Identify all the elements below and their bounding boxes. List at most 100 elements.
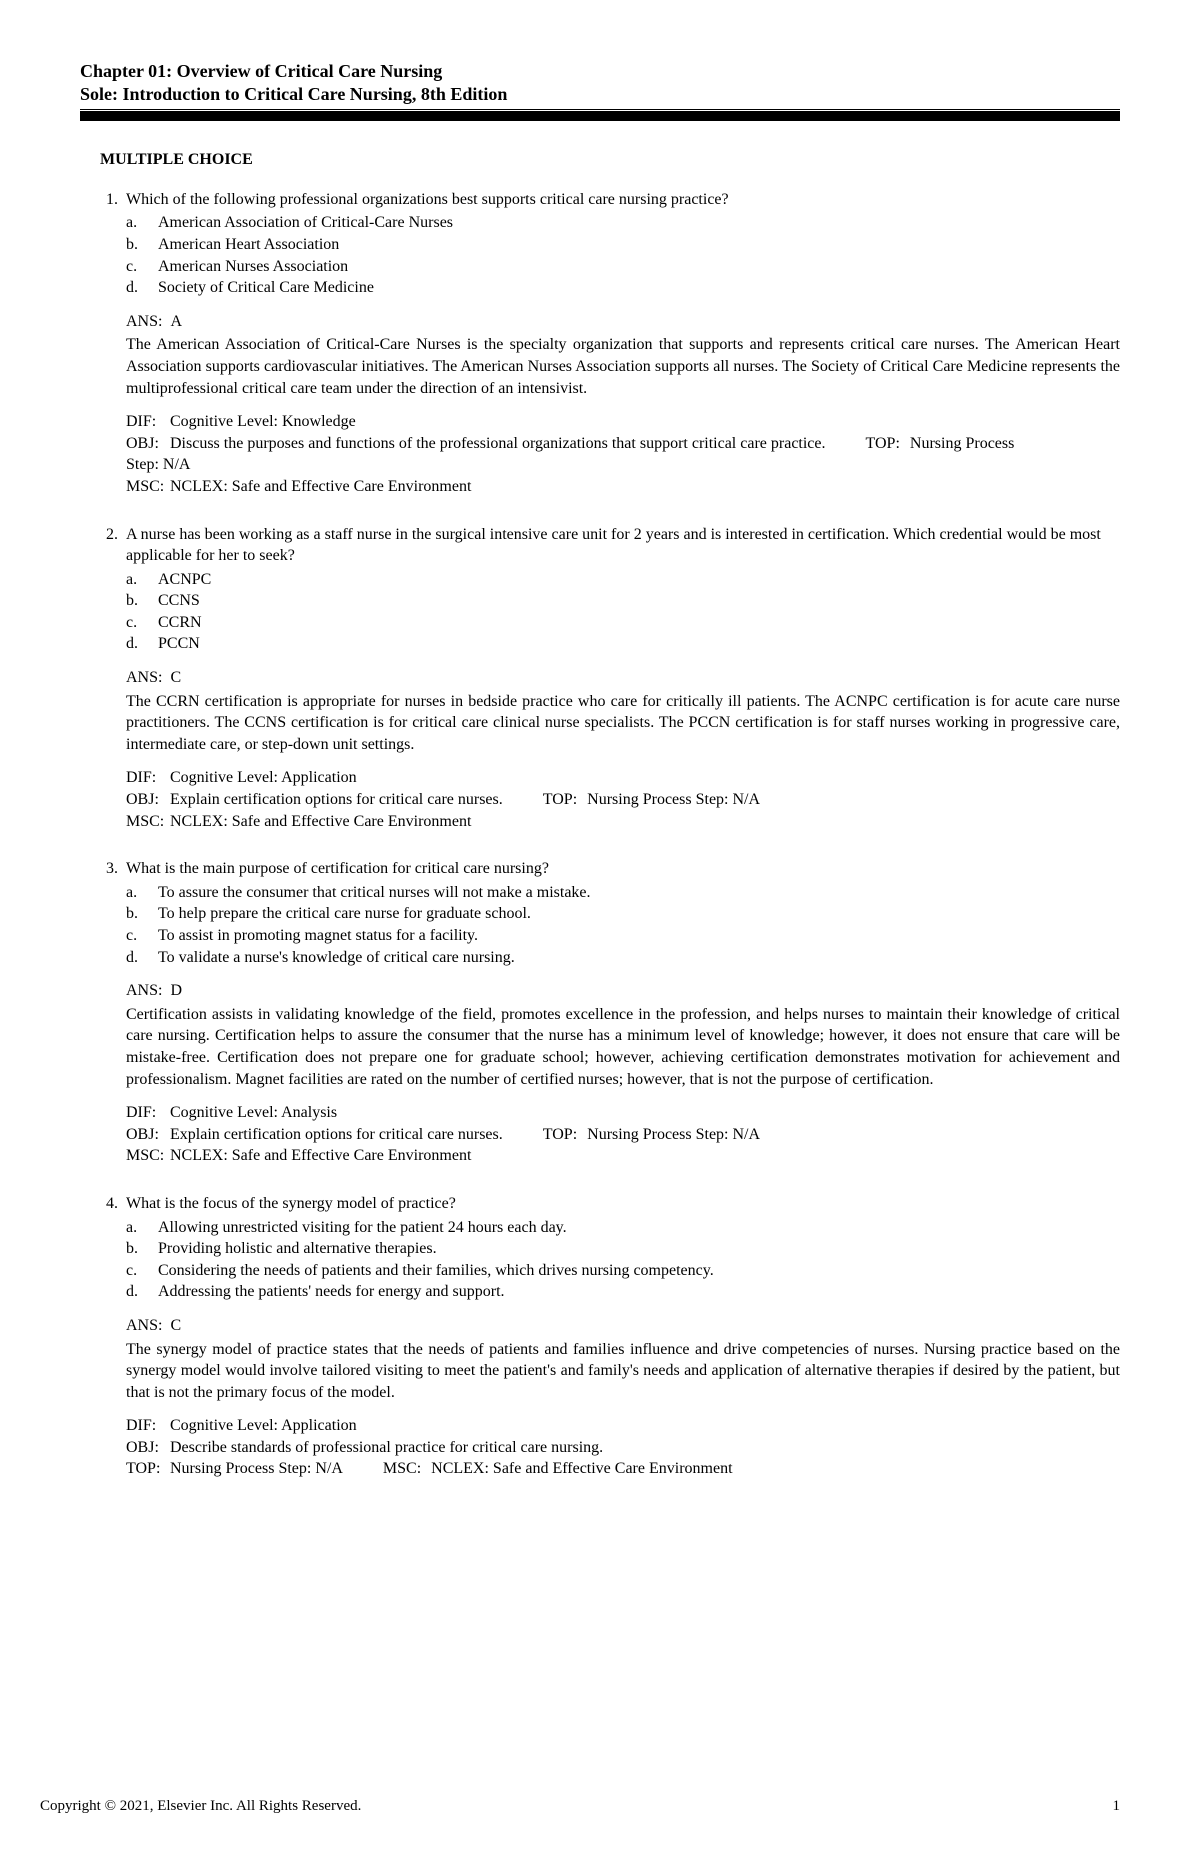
answer-value: C bbox=[170, 669, 181, 686]
question-text: Which of the following professional orga… bbox=[126, 189, 1120, 211]
answer-label: ANS: bbox=[126, 313, 170, 330]
option-letter: b. bbox=[126, 1238, 158, 1260]
question-block: 1.Which of the following professional or… bbox=[100, 189, 1120, 498]
option-text: American Heart Association bbox=[158, 234, 1120, 256]
meta-line: DIF:Cognitive Level: Application bbox=[126, 767, 1120, 789]
meta-value: Cognitive Level: Analysis bbox=[170, 1102, 337, 1124]
question-row: 1.Which of the following professional or… bbox=[100, 189, 1120, 211]
question-row: 4.What is the focus of the synergy model… bbox=[100, 1193, 1120, 1215]
option-row: a.Allowing unrestricted visiting for the… bbox=[126, 1217, 1120, 1239]
meta-key: TOP: bbox=[126, 1458, 170, 1480]
meta-value: Nursing Process Step: N/A bbox=[170, 1458, 343, 1480]
answer-line: ANS: C bbox=[126, 1315, 1120, 1337]
answer-block: ANS: AThe American Association of Critic… bbox=[126, 311, 1120, 399]
option-letter: b. bbox=[126, 590, 158, 612]
explanation-text: The American Association of Critical-Car… bbox=[126, 334, 1120, 399]
option-letter: c. bbox=[126, 1260, 158, 1282]
option-text: Society of Critical Care Medicine bbox=[158, 277, 1120, 299]
option-text: Considering the needs of patients and th… bbox=[158, 1260, 1120, 1282]
options-list: a.ACNPCb.CCNSc.CCRNd.PCCN bbox=[126, 569, 1120, 655]
option-letter: c. bbox=[126, 925, 158, 947]
option-row: c.Considering the needs of patients and … bbox=[126, 1260, 1120, 1282]
meta-line: OBJ:Explain certification options for cr… bbox=[126, 1124, 1120, 1146]
option-text: American Nurses Association bbox=[158, 256, 1120, 278]
meta-line: Step: N/A bbox=[126, 454, 1120, 476]
meta-key: TOP: bbox=[543, 1124, 577, 1146]
question-text: A nurse has been working as a staff nurs… bbox=[126, 524, 1120, 567]
answer-line: ANS: C bbox=[126, 667, 1120, 689]
option-text: American Association of Critical-Care Nu… bbox=[158, 212, 1120, 234]
meta-key: DIF: bbox=[126, 767, 170, 789]
meta-value: Explain certification options for critic… bbox=[170, 789, 503, 811]
option-text: To assist in promoting magnet status for… bbox=[158, 925, 1120, 947]
option-letter: c. bbox=[126, 256, 158, 278]
meta-value: Nursing Process bbox=[910, 433, 1014, 455]
meta-block: DIF:Cognitive Level: KnowledgeOBJ:Discus… bbox=[126, 411, 1120, 497]
option-row: b.American Heart Association bbox=[126, 234, 1120, 256]
option-letter: a. bbox=[126, 212, 158, 234]
answer-line: ANS: A bbox=[126, 311, 1120, 333]
option-row: d.PCCN bbox=[126, 633, 1120, 655]
option-letter: b. bbox=[126, 903, 158, 925]
option-text: Addressing the patients' needs for energ… bbox=[158, 1281, 1120, 1303]
question-number: 4. bbox=[100, 1193, 126, 1215]
option-row: d.Society of Critical Care Medicine bbox=[126, 277, 1120, 299]
meta-line: MSC:NCLEX: Safe and Effective Care Envir… bbox=[126, 476, 1120, 498]
meta-line: OBJ:Describe standards of professional p… bbox=[126, 1437, 1120, 1459]
meta-block: DIF:Cognitive Level: AnalysisOBJ:Explain… bbox=[126, 1102, 1120, 1167]
explanation-text: The synergy model of practice states tha… bbox=[126, 1339, 1120, 1404]
option-row: a.ACNPC bbox=[126, 569, 1120, 591]
answer-label: ANS: bbox=[126, 982, 170, 999]
answer-label: ANS: bbox=[126, 669, 170, 686]
meta-value: NCLEX: Safe and Effective Care Environme… bbox=[170, 811, 471, 833]
option-row: c.American Nurses Association bbox=[126, 256, 1120, 278]
question-text: What is the main purpose of certificatio… bbox=[126, 858, 1120, 880]
option-text: ACNPC bbox=[158, 569, 1120, 591]
header-rule bbox=[80, 109, 1120, 110]
book-title: Sole: Introduction to Critical Care Nurs… bbox=[80, 83, 1120, 106]
option-text: To assure the consumer that critical nur… bbox=[158, 882, 1120, 904]
option-text: Allowing unrestricted visiting for the p… bbox=[158, 1217, 1120, 1239]
meta-value: Step: N/A bbox=[126, 454, 190, 476]
question-text: What is the focus of the synergy model o… bbox=[126, 1193, 1120, 1215]
meta-block: DIF:Cognitive Level: ApplicationOBJ:Expl… bbox=[126, 767, 1120, 832]
answer-block: ANS: DCertification assists in validatin… bbox=[126, 980, 1120, 1090]
meta-key: OBJ: bbox=[126, 789, 170, 811]
meta-line: DIF:Cognitive Level: Analysis bbox=[126, 1102, 1120, 1124]
question-block: 3.What is the main purpose of certificat… bbox=[100, 858, 1120, 1167]
meta-block: DIF:Cognitive Level: ApplicationOBJ:Desc… bbox=[126, 1415, 1120, 1480]
answer-block: ANS: CThe synergy model of practice stat… bbox=[126, 1315, 1120, 1403]
option-letter: b. bbox=[126, 234, 158, 256]
meta-key: MSC: bbox=[126, 811, 170, 833]
option-row: b.CCNS bbox=[126, 590, 1120, 612]
questions-container: 1.Which of the following professional or… bbox=[80, 189, 1120, 1480]
meta-line: TOP:Nursing Process Step: N/AMSC:NCLEX: … bbox=[126, 1458, 1120, 1480]
answer-value: A bbox=[170, 313, 182, 330]
option-letter: a. bbox=[126, 569, 158, 591]
meta-value: Nursing Process Step: N/A bbox=[587, 1124, 760, 1146]
question-row: 3.What is the main purpose of certificat… bbox=[100, 858, 1120, 880]
option-letter: c. bbox=[126, 612, 158, 634]
option-row: a.American Association of Critical-Care … bbox=[126, 212, 1120, 234]
meta-value: Discuss the purposes and functions of th… bbox=[170, 433, 826, 455]
explanation-text: The CCRN certification is appropriate fo… bbox=[126, 691, 1120, 756]
meta-value: Explain certification options for critic… bbox=[170, 1124, 503, 1146]
meta-value: Cognitive Level: Application bbox=[170, 767, 357, 789]
meta-key: DIF: bbox=[126, 1415, 170, 1437]
question-number: 1. bbox=[100, 189, 126, 211]
meta-line: DIF:Cognitive Level: Application bbox=[126, 1415, 1120, 1437]
option-letter: d. bbox=[126, 947, 158, 969]
meta-line: MSC:NCLEX: Safe and Effective Care Envir… bbox=[126, 811, 1120, 833]
option-row: d.Addressing the patients' needs for ene… bbox=[126, 1281, 1120, 1303]
meta-key: MSC: bbox=[383, 1458, 421, 1480]
page-header: Chapter 01: Overview of Critical Care Nu… bbox=[80, 60, 1120, 121]
explanation-text: Certification assists in validating know… bbox=[126, 1004, 1120, 1090]
meta-value: Cognitive Level: Application bbox=[170, 1415, 357, 1437]
option-letter: d. bbox=[126, 1281, 158, 1303]
option-letter: d. bbox=[126, 277, 158, 299]
section-heading: MULTIPLE CHOICE bbox=[100, 151, 1120, 169]
meta-value: Cognitive Level: Knowledge bbox=[170, 411, 356, 433]
meta-value: NCLEX: Safe and Effective Care Environme… bbox=[170, 476, 471, 498]
question-number: 2. bbox=[100, 524, 126, 567]
option-text: To help prepare the critical care nurse … bbox=[158, 903, 1120, 925]
